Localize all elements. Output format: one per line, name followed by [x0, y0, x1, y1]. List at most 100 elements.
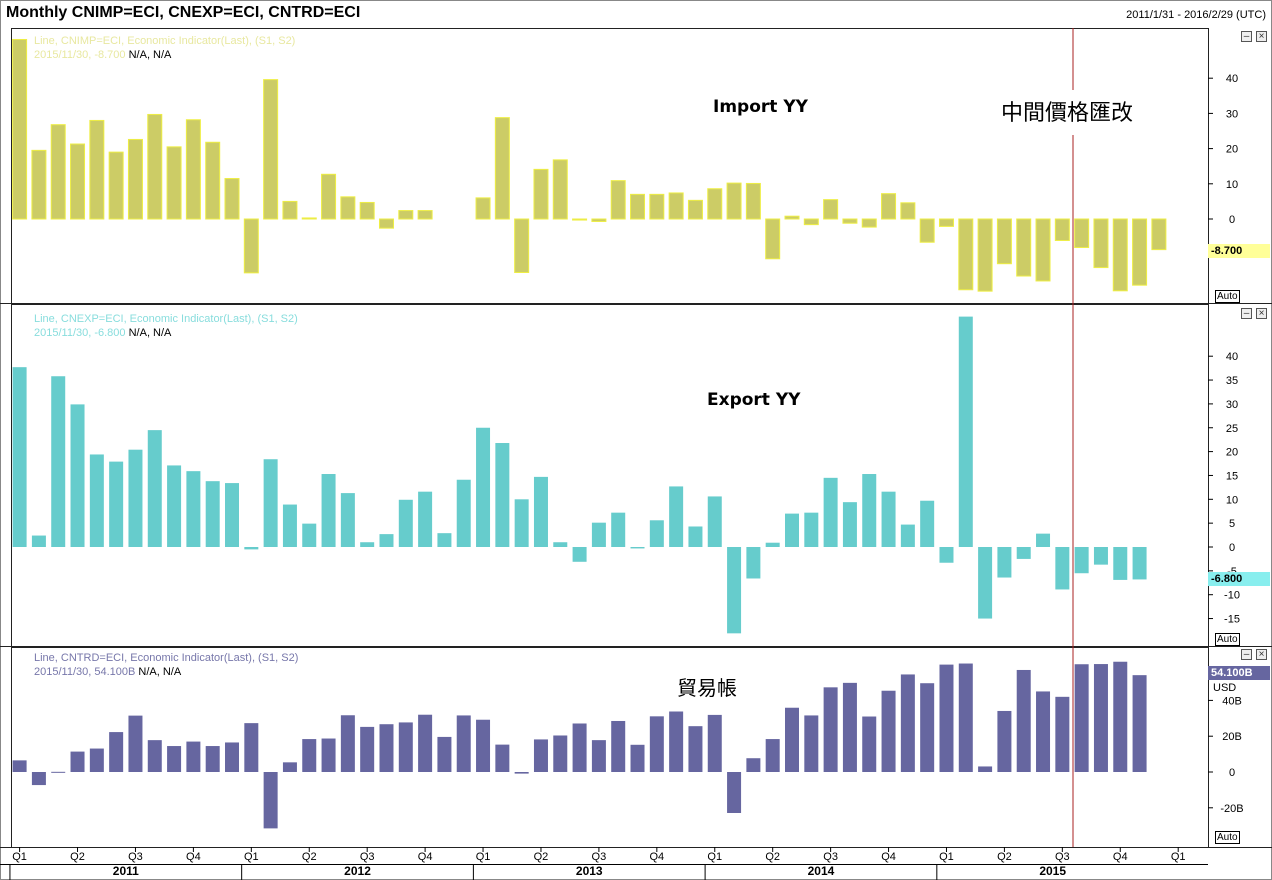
- export-bar: [321, 474, 336, 547]
- trade-bar: [939, 664, 954, 772]
- trade-bar: [398, 722, 413, 772]
- import-bar: [1074, 218, 1090, 249]
- import-bar: [378, 218, 394, 229]
- import-bar: [726, 182, 742, 220]
- import-bar: [591, 218, 607, 222]
- export-ytick-label: -10: [1224, 590, 1240, 602]
- trade-bar: [282, 762, 297, 772]
- trade-bar: [263, 772, 278, 829]
- trade-bar: [1036, 691, 1051, 772]
- trade-minimize-button[interactable]: –: [1241, 649, 1252, 660]
- export-bar: [900, 524, 915, 547]
- export-bar: [31, 535, 46, 547]
- import-bar: [900, 202, 916, 220]
- trade-bar: [514, 772, 529, 774]
- x-quarter-label: Q1: [244, 851, 259, 863]
- x-quarter-label: Q1: [1171, 851, 1186, 863]
- trade-auto-scale-button[interactable]: Auto: [1215, 831, 1240, 844]
- trade-bar: [881, 690, 896, 772]
- export-bar: [881, 491, 896, 547]
- import-bar: [668, 192, 684, 220]
- import-bar: [533, 168, 549, 220]
- export-legend-series: Line, CNEXP=ECI, Economic Indicator(Last…: [34, 313, 298, 325]
- import-bar: [823, 199, 839, 220]
- export-bar: [920, 500, 935, 547]
- export-minimize-button[interactable]: –: [1241, 308, 1252, 319]
- trade-bar: [418, 714, 433, 772]
- trade-bar: [630, 744, 645, 772]
- export-legend-na: N/A, N/A: [128, 327, 172, 339]
- trade-bar: [920, 683, 935, 772]
- import-bar: [707, 188, 723, 220]
- import-auto-scale-button[interactable]: Auto: [1215, 290, 1240, 303]
- import-legend-series: Line, CNIMP=ECI, Economic Indicator(Last…: [34, 35, 296, 47]
- export-bar: [302, 523, 317, 547]
- export-bar: [109, 461, 124, 547]
- export-bar: [611, 512, 626, 547]
- import-bar: [977, 218, 993, 292]
- trade-bar: [804, 715, 819, 772]
- x-quarter-label: Q3: [128, 851, 143, 863]
- import-bar: [127, 138, 143, 220]
- import-bar: [1054, 218, 1070, 241]
- export-auto-scale-button[interactable]: Auto: [1215, 633, 1240, 646]
- export-bar: [263, 459, 278, 547]
- import-bar: [1112, 218, 1128, 292]
- export-bar: [533, 476, 548, 547]
- export-bar: [707, 496, 722, 547]
- export-ytick-label: 5: [1229, 518, 1235, 530]
- export-panel-title: Export YY: [707, 390, 801, 410]
- x-year-label: 2014: [808, 864, 835, 878]
- trade-ytick-label: 40B: [1222, 695, 1242, 707]
- trade-bar: [553, 735, 568, 772]
- trade-legend-series: Line, CNTRD=ECI, Economic Indicator(Last…: [34, 652, 299, 664]
- export-bar: [765, 542, 780, 547]
- export-bar: [186, 471, 201, 547]
- date-range: 2011/1/31 - 2016/2/29 (UTC): [1126, 9, 1266, 21]
- trade-bar: [823, 687, 838, 772]
- export-bar: [360, 542, 375, 547]
- import-last-value-badge: -8.700: [1208, 244, 1270, 258]
- x-quarter-label: Q3: [360, 851, 375, 863]
- x-year-label: 2015: [1039, 864, 1066, 878]
- export-bar: [340, 493, 355, 547]
- trade-bar: [12, 760, 27, 772]
- trade-bar: [302, 739, 317, 772]
- import-minimize-button[interactable]: –: [1241, 31, 1252, 42]
- trade-bar: [1132, 675, 1147, 772]
- export-bar: [147, 430, 162, 547]
- trade-bar: [321, 738, 336, 772]
- export-bar: [997, 547, 1012, 578]
- import-bar: [494, 117, 510, 220]
- import-panel-title: Import YY: [713, 97, 808, 117]
- import-bar: [243, 218, 259, 274]
- import-bar: [803, 218, 819, 226]
- import-bar: [166, 146, 182, 220]
- trade-close-button[interactable]: ×: [1256, 649, 1267, 660]
- import-bar: [398, 210, 414, 220]
- x-quarter-label: Q2: [534, 851, 549, 863]
- trade-bar: [958, 663, 973, 772]
- import-bar: [765, 218, 781, 260]
- export-bar: [244, 547, 259, 550]
- trade-last-value-badge: 54.100B: [1208, 666, 1270, 680]
- trade-bar: [1016, 669, 1031, 772]
- import-bar: [861, 218, 877, 228]
- export-bar: [842, 502, 857, 547]
- trade-bar: [533, 739, 548, 772]
- import-bar: [185, 119, 201, 220]
- import-bar: [31, 149, 47, 220]
- import-bar: [784, 215, 800, 220]
- export-ytick-label: 35: [1226, 375, 1238, 387]
- import-bar: [1132, 218, 1148, 286]
- export-close-button[interactable]: ×: [1256, 308, 1267, 319]
- import-close-button[interactable]: ×: [1256, 31, 1267, 42]
- export-bar: [70, 404, 85, 547]
- x-quarter-label: Q4: [186, 851, 201, 863]
- import-bar: [514, 218, 530, 274]
- export-bar: [823, 477, 838, 547]
- x-quarter-label: Q2: [765, 851, 780, 863]
- export-bar: [225, 483, 240, 547]
- import-bar: [108, 151, 124, 220]
